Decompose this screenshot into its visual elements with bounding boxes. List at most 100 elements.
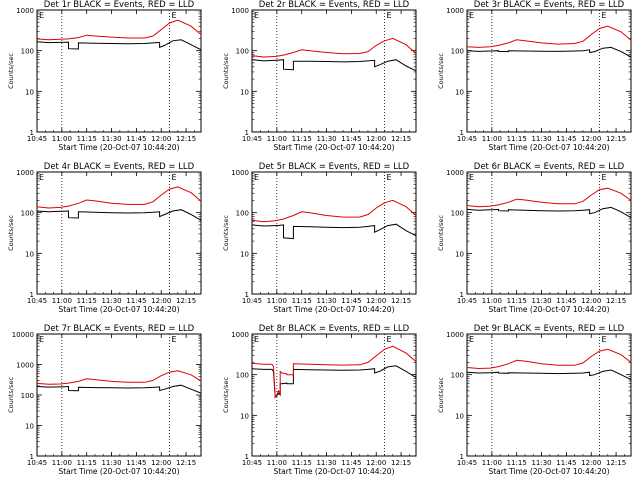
y-tick-label: 10 — [25, 423, 34, 431]
x-tick-label: 11:45 — [126, 297, 146, 305]
y-tick-label: 1000 — [16, 169, 34, 177]
y-tick-label: 1 — [460, 129, 464, 137]
x-tick-label: 10:45 — [457, 459, 477, 467]
x-tick-label: 12:15 — [606, 297, 626, 305]
lld-series-line — [251, 199, 417, 223]
y-tick-label: 100 — [236, 48, 249, 56]
panel-title: Det 7r BLACK = Events, RED = LLD — [44, 324, 195, 334]
y-tick-label: 10 — [455, 88, 464, 96]
x-tick-label: 11:30 — [531, 297, 551, 305]
panel-det-2: Det 2r BLACK = Events, RED = LLD 10:45 11:… — [222, 0, 417, 152]
panel-annotation-marker: E — [172, 173, 177, 182]
lld-series-line — [36, 19, 202, 41]
x-tick-label: 10:45 — [242, 297, 262, 305]
y-tick-label: 100 — [451, 210, 464, 218]
y-tick-label: 1 — [245, 453, 249, 461]
x-tick-label: 11:00 — [482, 297, 502, 305]
x-tick-label: 12:15 — [606, 459, 626, 467]
x-tick-label: 11:15 — [507, 135, 527, 143]
x-tick-label: 12:15 — [391, 135, 411, 143]
panel-title: Det 3r BLACK = Events, RED = LLD — [474, 0, 625, 10]
y-tick-label: 10 — [25, 88, 34, 96]
y-tick-label: 100 — [21, 48, 34, 56]
panel-det-4: Det 4r BLACK = Events, RED = LLD 10:45 11:… — [7, 162, 202, 314]
lld-series-line — [466, 25, 632, 48]
x-tick-label: 11:30 — [101, 135, 121, 143]
y-tick-label: 1000 — [446, 169, 464, 177]
x-tick-label: 11:00 — [267, 135, 287, 143]
x-tick-label: 10:45 — [457, 297, 477, 305]
y-tick-label: 100 — [21, 210, 34, 218]
panel-det-3: Det 3r BLACK = Events, RED = LLD 10:45 11:… — [437, 0, 632, 152]
x-tick-label: 11:45 — [341, 459, 361, 467]
x-tick-label: 11:15 — [507, 459, 527, 467]
panel-annotation-left: E — [39, 335, 44, 344]
panel-det-9: Det 9r BLACK = Events, RED = LLD 10:45 11:… — [437, 324, 632, 476]
y-tick-label: 1000 — [16, 362, 34, 370]
x-tick-label: 11:30 — [316, 135, 336, 143]
x-tick-label: 12:15 — [176, 459, 196, 467]
x-tick-label: 12:00 — [581, 297, 601, 305]
y-tick-label: 100 — [21, 392, 34, 400]
panel-det-8: Det 8r BLACK = Events, RED = LLD 10:45 11:… — [222, 324, 417, 476]
panel-title: Det 6r BLACK = Events, RED = LLD — [474, 162, 625, 172]
y-tick-label: 1 — [460, 291, 464, 299]
x-tick-label: 11:00 — [482, 135, 502, 143]
y-axis-label: Counts/sec — [7, 377, 15, 413]
events-series-line — [251, 59, 417, 72]
x-tick-label: 12:00 — [151, 297, 171, 305]
x-tick-label: 10:45 — [27, 297, 47, 305]
y-axis-label: Counts/sec — [222, 215, 230, 251]
y-tick-label: 1000 — [231, 169, 249, 177]
x-tick-label: 11:45 — [341, 297, 361, 305]
x-axis-label: Start Time (20-Oct-07 10:44:20) — [488, 467, 609, 476]
x-tick-label: 11:45 — [556, 297, 576, 305]
x-tick-label: 11:30 — [316, 297, 336, 305]
x-axis-label: Start Time (20-Oct-07 10:44:20) — [273, 467, 394, 476]
y-axis-label: Counts/sec — [437, 53, 445, 89]
x-tick-label: 12:15 — [176, 135, 196, 143]
y-tick-label: 100 — [236, 210, 249, 218]
y-tick-label: 10000 — [12, 331, 34, 339]
x-tick-label: 10:45 — [242, 135, 262, 143]
y-axis-label: Counts/sec — [222, 53, 230, 89]
x-tick-label: 10:45 — [242, 459, 262, 467]
panel-title: Det 2r BLACK = Events, RED = LLD — [259, 0, 410, 10]
events-series-line — [466, 46, 632, 58]
x-tick-label: 11:15 — [507, 297, 527, 305]
panel-title: Det 8r BLACK = Events, RED = LLD — [259, 324, 410, 334]
y-tick-label: 1000 — [446, 331, 464, 339]
x-axis-label: Start Time (20-Oct-07 10:44:20) — [58, 467, 179, 476]
events-series-line — [466, 369, 632, 381]
y-axis-label: Counts/sec — [7, 53, 15, 89]
x-tick-label: 12:00 — [581, 135, 601, 143]
events-series-line — [36, 39, 202, 51]
panel-annotation-marker: E — [602, 173, 607, 182]
y-tick-label: 1 — [30, 453, 34, 461]
y-tick-label: 1 — [460, 453, 464, 461]
panel-annotation-left: E — [469, 335, 474, 344]
panel-annotation-left: E — [254, 173, 259, 182]
x-tick-label: 12:15 — [391, 297, 411, 305]
panel-annotation-left: E — [39, 11, 44, 20]
x-tick-label: 11:45 — [126, 135, 146, 143]
panel-title: Det 4r BLACK = Events, RED = LLD — [44, 162, 195, 172]
plot-frame — [251, 9, 417, 133]
y-axis-label: Counts/sec — [222, 377, 230, 413]
x-tick-label: 12:00 — [366, 135, 386, 143]
y-tick-label: 100 — [451, 48, 464, 56]
x-tick-label: 11:00 — [52, 459, 72, 467]
panel-det-5: Det 5r BLACK = Events, RED = LLD 10:45 11:… — [222, 162, 417, 314]
x-tick-label: 12:00 — [581, 459, 601, 467]
panel-annotation-left: E — [469, 173, 474, 182]
x-tick-label: 12:15 — [606, 135, 626, 143]
x-tick-label: 11:30 — [316, 459, 336, 467]
panel-det-6: Det 6r BLACK = Events, RED = LLD 10:45 11:… — [437, 162, 632, 314]
panel-annotation-marker: E — [172, 335, 177, 344]
y-tick-label: 10 — [240, 250, 249, 258]
x-tick-label: 12:00 — [366, 459, 386, 467]
lld-series-line — [466, 348, 632, 370]
y-tick-label: 1 — [30, 291, 34, 299]
x-tick-label: 11:45 — [341, 135, 361, 143]
panel-det-1: Det 1r BLACK = Events, RED = LLD 10:45 11:… — [7, 0, 202, 152]
